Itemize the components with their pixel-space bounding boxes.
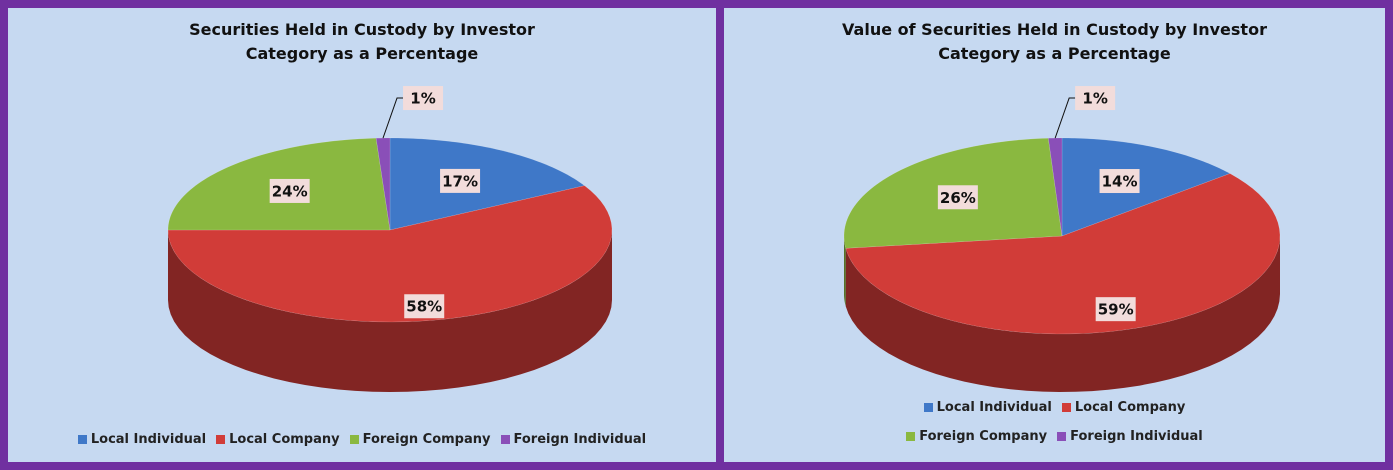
legend-item: Local Company [216,432,340,447]
legend-swatch [1057,432,1067,441]
legend-swatch [906,432,916,441]
slice [1061,137,1231,237]
legend-item: Foreign Individual [1057,429,1203,444]
legend-label: Foreign Company [362,432,491,447]
data-label: 58% [406,298,442,316]
data-label: 1% [1082,90,1107,108]
slice-side [844,236,846,307]
data-label-bg [404,294,445,319]
legend-item: Foreign Company [349,432,491,447]
chart-title: Securities Held in Custody by Investor C… [189,20,535,63]
data-label: 59% [1098,301,1134,319]
chart: 17% 58% 24% 1% [167,86,613,392]
data-label: 17% [442,172,478,190]
slice-side [845,236,1280,392]
slice [389,137,586,231]
legend-label: Foreign Individual [1070,429,1203,444]
legend-item: Local Individual [923,400,1052,415]
data-label-bg [403,86,444,111]
legend-item: Foreign Company [906,429,1047,444]
data-label: 14% [1102,173,1138,191]
chart: 14% 59% 26% 1% [843,86,1281,392]
legend-swatch [77,435,87,444]
legend-label: Local Individual [90,432,207,447]
legend-label: Local Company [1074,400,1186,415]
legend-item: Local Individual [77,432,207,447]
data-label: 24% [272,182,308,200]
legend-swatch [1061,403,1071,412]
legend: Local Individual Local Company Foreign Com… [875,400,1235,444]
leader-line [382,97,404,139]
legend-label: Local Company [229,432,340,447]
legend-label: Local Individual [936,400,1052,415]
legend-swatch [216,435,226,444]
data-label-bg [1099,169,1140,194]
data-label-bg [1075,86,1116,111]
legend: Local Individual Local Company Foreign Com… [22,432,702,447]
slice-side [168,230,612,392]
legend-label: Foreign Company [919,429,1048,444]
data-label-bg [937,185,978,210]
legend-swatch [923,403,933,412]
data-label: 1% [410,90,435,108]
data-label-bg [1095,297,1136,322]
leader-line [1054,97,1076,139]
chart-panel: 14% 59% 26% 1% Value of Securities Held in … [724,8,1385,462]
legend-swatch [500,435,510,444]
slice [845,173,1281,335]
legend-swatch [349,435,359,444]
chart-title: Value of Securities Held in Custody by I… [842,20,1267,63]
data-label-bg [440,168,481,193]
legend-item: Foreign Individual [500,432,647,447]
slice [167,185,613,323]
legend-label: Foreign Individual [513,432,647,447]
data-label: 26% [940,189,976,207]
legend-item: Local Company [1061,400,1186,415]
chart-panel: 17% 58% 24% 1% Securities Held in Custody b… [8,8,716,462]
data-label-bg [269,178,310,203]
